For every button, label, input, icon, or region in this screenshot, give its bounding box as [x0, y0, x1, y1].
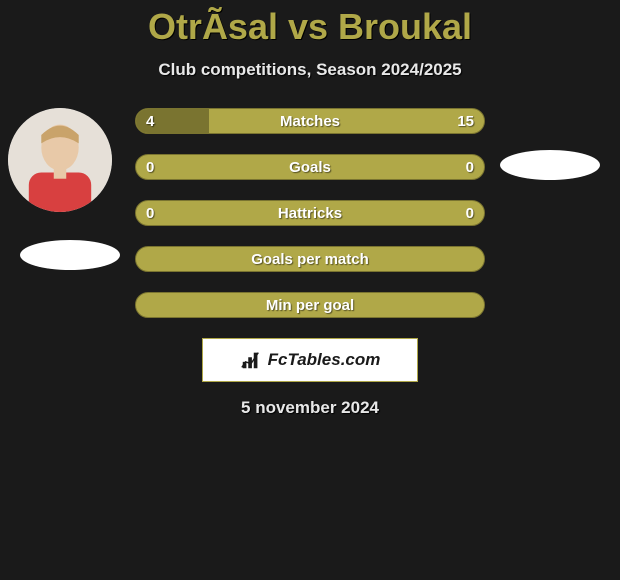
- stat-label: Hattricks: [136, 201, 484, 227]
- stat-label: Matches: [136, 109, 484, 135]
- comparison-content: 4 Matches 15 0 Goals 0 0 Hattricks 0 Goa…: [0, 108, 620, 418]
- stat-value-right: 15: [457, 109, 474, 135]
- player-left-club-badge: [20, 240, 120, 270]
- stat-label: Min per goal: [136, 293, 484, 319]
- bar-chart-icon: [240, 349, 262, 371]
- page-title: OtrÃsal vs Broukal: [0, 0, 620, 48]
- stat-bar-gpm: Goals per match: [135, 246, 485, 272]
- player-silhouette-icon: [8, 108, 112, 212]
- stat-value-right: 0: [466, 155, 474, 181]
- stat-label: Goals per match: [136, 247, 484, 273]
- brand-badge[interactable]: FcTables.com: [202, 338, 418, 382]
- stat-bar-goals: 0 Goals 0: [135, 154, 485, 180]
- stat-bars: 4 Matches 15 0 Goals 0 0 Hattricks 0 Goa…: [135, 108, 485, 318]
- player-right-club-badge: [500, 150, 600, 180]
- brand-text: FcTables.com: [268, 350, 381, 370]
- stat-bar-mpg: Min per goal: [135, 292, 485, 318]
- player-left-avatar: [8, 108, 112, 212]
- stat-value-right: 0: [466, 201, 474, 227]
- stat-bar-hattricks: 0 Hattricks 0: [135, 200, 485, 226]
- stat-label: Goals: [136, 155, 484, 181]
- subtitle: Club competitions, Season 2024/2025: [0, 60, 620, 80]
- date-text: 5 november 2024: [0, 398, 620, 418]
- stat-bar-matches: 4 Matches 15: [135, 108, 485, 134]
